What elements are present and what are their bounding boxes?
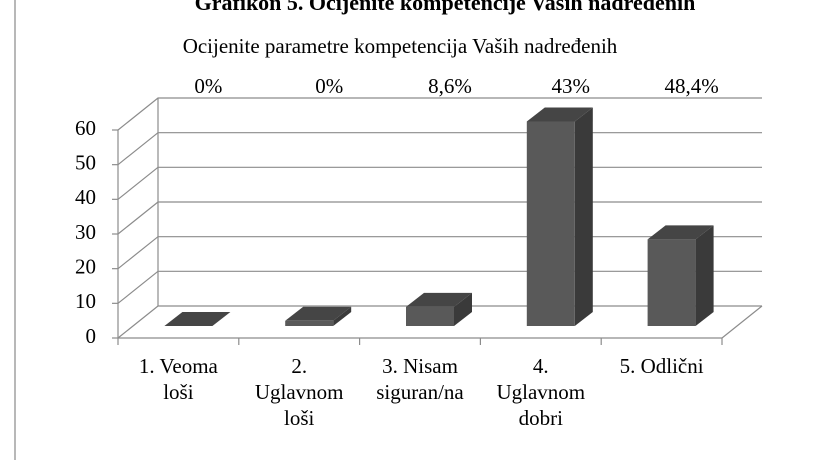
bar-front bbox=[647, 239, 696, 326]
bar-front bbox=[285, 320, 334, 326]
chart-title: Grafikon 5. Ocijenite kompetencije Vaših… bbox=[195, 0, 696, 15]
bar-top bbox=[647, 225, 714, 240]
x-tick-line: loši bbox=[163, 380, 194, 404]
bar-side bbox=[333, 306, 352, 326]
x-tick-label: 5. Odlični bbox=[620, 354, 704, 378]
x-tick-line: Uglavnom bbox=[255, 380, 344, 404]
x-tick-label: 2. Uglavnom loši bbox=[255, 354, 344, 430]
x-tick-line: 2. bbox=[291, 354, 307, 378]
bar-side bbox=[695, 225, 714, 326]
bar-front bbox=[406, 306, 454, 326]
annotation: 43% bbox=[552, 74, 591, 98]
y-tick-label: 30 bbox=[75, 220, 96, 244]
x-tick-line: loši bbox=[284, 406, 315, 430]
bar-top bbox=[285, 306, 352, 321]
chart-subtitle: Ocijenite parametre kompetencija Vaših n… bbox=[183, 34, 618, 58]
bar bbox=[285, 306, 352, 326]
x-tick-label: 1. Veoma loši bbox=[139, 354, 219, 404]
bar-side bbox=[574, 107, 593, 326]
x-tick-line: 5. Odlični bbox=[620, 354, 704, 378]
annotation: 8,6% bbox=[428, 74, 472, 98]
y-tick-label: 40 bbox=[75, 185, 96, 209]
bar bbox=[406, 292, 472, 326]
x-tick-line: 3. Nisam bbox=[382, 354, 458, 378]
grid-line bbox=[117, 166, 762, 200]
bar-top bbox=[164, 312, 231, 326]
annotation: 48,4% bbox=[664, 74, 718, 98]
x-tick-label: 4. Uglavnom dobri bbox=[496, 354, 585, 430]
bar bbox=[164, 312, 231, 326]
annotation: 0% bbox=[315, 74, 343, 98]
x-tick-line: 4. bbox=[533, 354, 549, 378]
bar-side bbox=[454, 292, 472, 326]
grid-line bbox=[117, 132, 762, 166]
y-tick-label: 10 bbox=[75, 289, 96, 313]
x-tick-label: 3. Nisam siguran/na bbox=[376, 354, 464, 404]
bar-top bbox=[406, 292, 472, 307]
grid-line bbox=[117, 97, 762, 131]
x-tick-line: siguran/na bbox=[376, 380, 464, 404]
x-tick-line: 1. Veoma bbox=[139, 354, 219, 378]
y-tick-label: 50 bbox=[75, 150, 96, 174]
bar-front bbox=[526, 121, 575, 326]
bar bbox=[526, 107, 593, 326]
y-tick-label: 20 bbox=[75, 254, 96, 278]
x-tick-line: Uglavnom bbox=[496, 380, 585, 404]
y-tick-label: 0 bbox=[86, 324, 97, 348]
bar bbox=[647, 225, 714, 326]
annotation: 0% bbox=[194, 74, 222, 98]
bar-top bbox=[526, 107, 593, 122]
x-tick-line: dobri bbox=[519, 406, 563, 430]
y-tick-label: 60 bbox=[75, 116, 96, 140]
